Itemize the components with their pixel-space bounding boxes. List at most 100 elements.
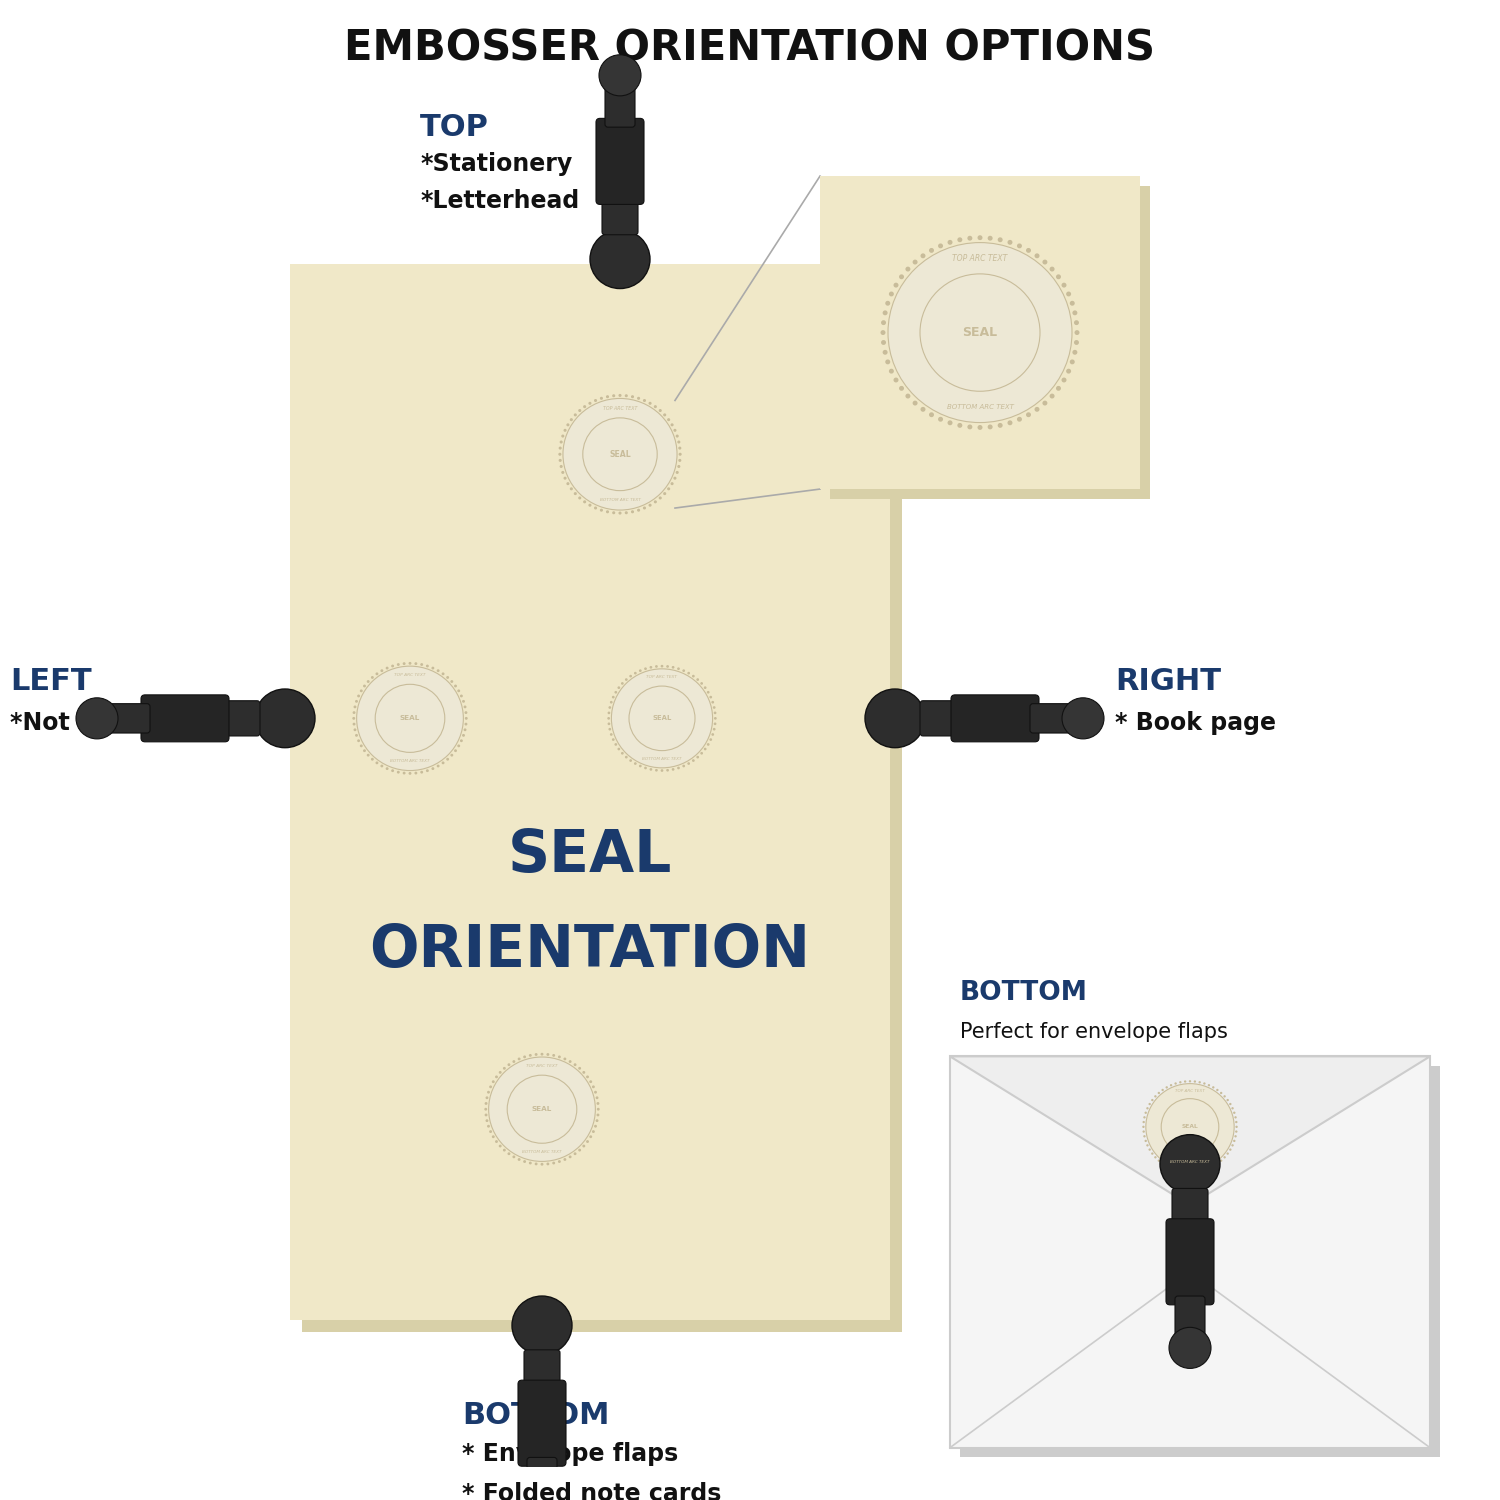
Circle shape xyxy=(606,394,609,398)
Text: TOP ARC TEXT: TOP ARC TEXT xyxy=(603,405,638,411)
Circle shape xyxy=(534,1162,537,1166)
Circle shape xyxy=(608,717,610,720)
Circle shape xyxy=(600,509,603,512)
Circle shape xyxy=(558,1056,561,1059)
Circle shape xyxy=(978,236,982,240)
Circle shape xyxy=(885,302,890,306)
Circle shape xyxy=(558,453,561,456)
Circle shape xyxy=(568,1155,572,1158)
Circle shape xyxy=(987,236,993,240)
Circle shape xyxy=(676,668,680,670)
Text: TOP ARC TEXT: TOP ARC TEXT xyxy=(526,1064,558,1068)
Circle shape xyxy=(957,237,963,242)
Circle shape xyxy=(682,765,686,768)
Circle shape xyxy=(540,1053,543,1056)
Circle shape xyxy=(1198,1170,1202,1173)
Circle shape xyxy=(696,678,699,681)
Circle shape xyxy=(624,512,628,515)
Circle shape xyxy=(672,768,675,771)
Circle shape xyxy=(255,688,315,747)
Circle shape xyxy=(584,501,586,504)
Circle shape xyxy=(674,429,676,432)
Circle shape xyxy=(1216,1089,1218,1090)
Circle shape xyxy=(464,705,466,708)
Circle shape xyxy=(882,310,888,315)
Circle shape xyxy=(618,512,621,515)
Circle shape xyxy=(1233,1140,1236,1142)
Circle shape xyxy=(1074,340,1078,345)
Circle shape xyxy=(1072,310,1077,315)
Circle shape xyxy=(634,762,636,765)
Circle shape xyxy=(674,477,676,480)
Circle shape xyxy=(658,496,662,500)
Circle shape xyxy=(938,243,944,249)
Circle shape xyxy=(612,512,615,515)
Circle shape xyxy=(1216,1162,1218,1166)
Circle shape xyxy=(618,747,620,750)
FancyBboxPatch shape xyxy=(604,82,634,128)
Circle shape xyxy=(356,734,358,736)
Circle shape xyxy=(882,350,888,354)
Circle shape xyxy=(484,1108,488,1110)
Circle shape xyxy=(370,758,374,760)
Circle shape xyxy=(357,740,360,742)
Circle shape xyxy=(711,734,714,736)
Circle shape xyxy=(700,752,703,754)
Circle shape xyxy=(706,692,710,693)
Circle shape xyxy=(644,399,646,402)
Circle shape xyxy=(484,1113,488,1116)
Circle shape xyxy=(1146,1144,1149,1146)
Circle shape xyxy=(711,700,714,703)
Circle shape xyxy=(612,696,615,699)
Circle shape xyxy=(1143,1120,1144,1124)
Circle shape xyxy=(638,398,640,400)
Circle shape xyxy=(678,453,681,456)
FancyBboxPatch shape xyxy=(518,1380,566,1466)
Text: BOTTOM ARC TEXT: BOTTOM ARC TEXT xyxy=(522,1150,561,1155)
Circle shape xyxy=(714,711,717,714)
Circle shape xyxy=(1224,1095,1226,1098)
Circle shape xyxy=(957,423,963,427)
Circle shape xyxy=(894,282,898,288)
Circle shape xyxy=(600,398,603,400)
Circle shape xyxy=(1212,1086,1215,1089)
Circle shape xyxy=(462,734,465,736)
Circle shape xyxy=(606,510,609,513)
Circle shape xyxy=(552,1054,555,1058)
Circle shape xyxy=(1142,1125,1144,1128)
Text: TOP ARC TEXT: TOP ARC TEXT xyxy=(646,675,678,680)
Circle shape xyxy=(1190,1172,1191,1173)
Circle shape xyxy=(408,662,411,664)
Circle shape xyxy=(558,1160,561,1162)
FancyBboxPatch shape xyxy=(141,694,230,742)
Circle shape xyxy=(464,729,466,730)
Circle shape xyxy=(1160,1134,1220,1194)
Circle shape xyxy=(1203,1168,1206,1172)
Circle shape xyxy=(498,1144,501,1148)
Circle shape xyxy=(912,400,918,405)
Circle shape xyxy=(530,1161,532,1164)
Circle shape xyxy=(650,768,652,771)
Circle shape xyxy=(880,320,886,326)
Circle shape xyxy=(441,762,444,765)
Circle shape xyxy=(357,694,360,698)
Circle shape xyxy=(486,1119,489,1122)
Circle shape xyxy=(1026,248,1030,254)
Circle shape xyxy=(1166,1166,1168,1167)
Circle shape xyxy=(486,1096,489,1100)
Circle shape xyxy=(534,1053,537,1056)
Circle shape xyxy=(573,1064,576,1066)
Circle shape xyxy=(1066,291,1071,297)
Circle shape xyxy=(1228,1149,1232,1150)
Circle shape xyxy=(420,663,423,666)
Circle shape xyxy=(1149,1149,1150,1150)
Circle shape xyxy=(678,459,681,462)
Text: EMBOSSER ORIENTATION OPTIONS: EMBOSSER ORIENTATION OPTIONS xyxy=(345,28,1155,70)
Circle shape xyxy=(507,1064,510,1066)
Circle shape xyxy=(1154,1156,1156,1158)
Circle shape xyxy=(888,243,1072,423)
Circle shape xyxy=(460,740,464,742)
Circle shape xyxy=(1056,274,1060,279)
Circle shape xyxy=(968,424,972,429)
Circle shape xyxy=(1144,1140,1148,1142)
